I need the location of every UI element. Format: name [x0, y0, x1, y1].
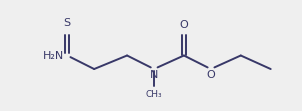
Text: CH₃: CH₃ [146, 90, 162, 99]
Text: S: S [64, 18, 71, 28]
Text: O: O [180, 20, 188, 30]
Text: O: O [207, 70, 215, 80]
Text: N: N [150, 70, 158, 80]
Text: H₂N: H₂N [43, 51, 64, 60]
